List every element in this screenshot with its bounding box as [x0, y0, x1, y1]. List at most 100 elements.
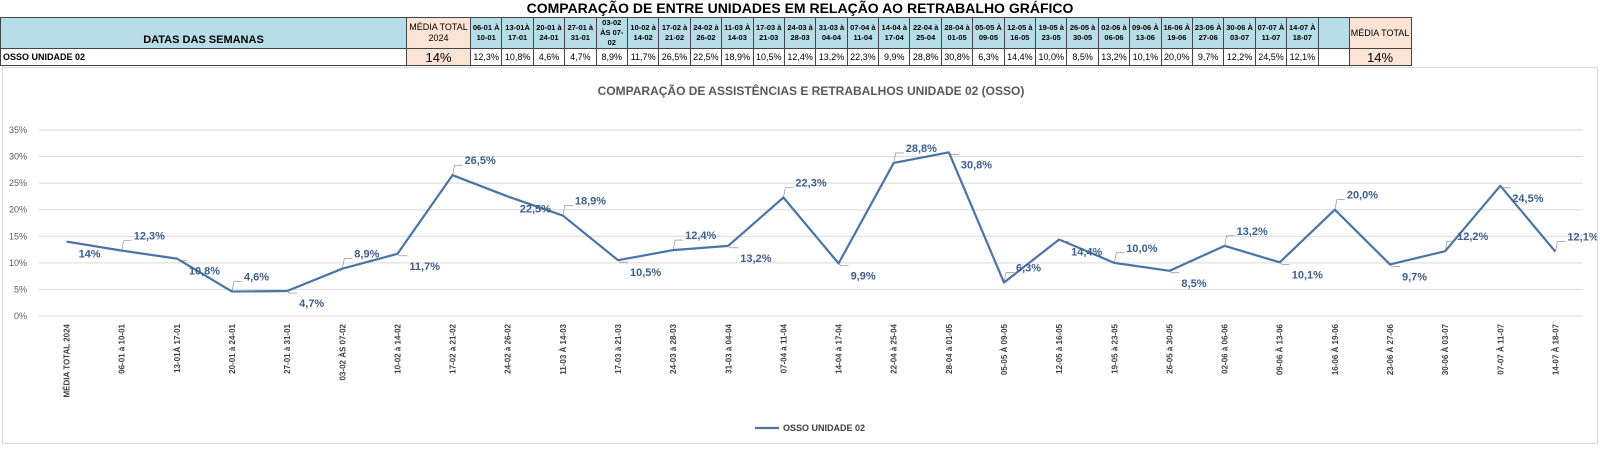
header-week-cell: 23-06 À 27-06	[1191, 17, 1225, 49]
data-label: 10,8%	[189, 266, 220, 278]
y-tick-label: 25%	[9, 178, 27, 188]
chart-title: COMPARAÇÃO DE ASSISTÊNCIAS E RETRABALHOS…	[598, 83, 1025, 98]
y-tick-label: 20%	[9, 205, 27, 215]
x-tick-label: 05-05 À 09-05	[1000, 323, 1009, 375]
x-tick-label: 16-06 À 19-06	[1331, 323, 1340, 375]
row-value-cell: 10,1%	[1129, 48, 1162, 66]
leader-line	[397, 253, 408, 257]
row-value-cell: 26,5%	[658, 48, 691, 66]
row-gap-cell	[1317, 48, 1350, 66]
leader-line	[286, 290, 298, 294]
row-value-cell: 6,3%	[972, 48, 1005, 66]
leader-line	[507, 196, 518, 199]
leader-line	[838, 263, 849, 266]
header-week-cell: 24-02 à 26-02	[689, 17, 723, 49]
data-label: 4,6%	[244, 272, 269, 284]
y-tick-label: 30%	[9, 152, 27, 162]
data-label: 14%	[79, 249, 101, 261]
y-tick-label: 0%	[14, 311, 27, 321]
header-week-cell: 10-02 à 14-02	[626, 17, 660, 49]
row-label: OSSO UNIDADE 02	[0, 48, 407, 66]
row-value-cell: 12,4%	[783, 48, 817, 66]
data-label: 12,1%	[1567, 232, 1597, 244]
header-week-cell: 30-06 À 03-07	[1223, 17, 1256, 49]
leader-line	[1003, 272, 1014, 283]
header-media-total: MÉDIA TOTAL	[1348, 17, 1412, 49]
row-value-cell: 22,5%	[689, 48, 723, 66]
x-tick-label: 28-04 à 01-05	[945, 323, 954, 373]
row-value-cell: 8,5%	[1066, 48, 1099, 66]
header-week-cell: 17-02 à 21-02	[658, 17, 691, 49]
x-tick-label: 12-05 à 16-05	[1055, 323, 1064, 373]
table-header-row: DATAS DAS SEMANAS MÉDIA TOTAL 2024 06-01 À…	[0, 17, 1412, 49]
data-label: 22,5%	[520, 203, 551, 215]
row-value-cell: 12,2%	[1223, 48, 1256, 66]
header-week-cell: 12-05 à 16-05	[1003, 17, 1037, 49]
x-tick-label: 19-05 à 23-05	[1110, 323, 1119, 373]
data-label: 12,3%	[134, 231, 165, 243]
row-value-cell: 9,9%	[878, 48, 911, 66]
legend-label: OSSO UNIDADE 02	[783, 423, 865, 433]
row-media-total: 14%	[1348, 48, 1412, 66]
header-media-2024: MÉDIA TOTAL 2024	[406, 17, 471, 49]
table-data-row: OSSO UNIDADE 02 14% 12,3% 10,8% 4,6% 4,7% 8,9%…	[0, 48, 1412, 66]
data-label: 9,7%	[1402, 271, 1427, 283]
row-value-cell: 12,3%	[469, 48, 503, 66]
header-week-cell: 28-04 à 01-05	[940, 17, 974, 49]
row-value-cell: 22,3%	[846, 48, 880, 66]
header-week-cell: 05-05 À 09-05	[972, 17, 1005, 49]
x-tick-label: 22-04 à 25-04	[890, 323, 899, 373]
data-label: 12,2%	[1457, 231, 1488, 243]
x-tick-label: MÉDIA TOTAL 2024	[63, 323, 72, 397]
leader-line	[1389, 264, 1400, 267]
row-value-cell: 10,0%	[1035, 48, 1068, 66]
y-tick-label: 35%	[9, 125, 27, 135]
line-chart: COMPARAÇÃO DE ASSISTÊNCIAS E RETRABALHOS…	[9, 83, 1597, 433]
x-tick-label: 24-03 à 28-03	[669, 323, 678, 373]
row-value-cell: 12,1%	[1286, 48, 1319, 66]
row-value-cell: 14,4%	[1003, 48, 1037, 66]
row-value-cell: 9,7%	[1191, 48, 1225, 66]
leader-line	[783, 187, 794, 198]
x-tick-label: 07-04 à 11-04	[779, 323, 788, 373]
row-value-cell: 28,8%	[909, 48, 942, 66]
x-tick-label: 14-04 à 17-04	[835, 323, 844, 373]
x-tick-label: 31-03 à 04-04	[724, 323, 733, 373]
header-week-cell: 27-01 à 31-01	[564, 17, 597, 49]
header-week-cell: 22-04 à 25-04	[909, 17, 942, 49]
x-tick-label: 09-06 À 13-06	[1276, 323, 1285, 375]
header-label-cell: DATAS DAS SEMANAS	[0, 17, 407, 49]
leader-line	[617, 259, 628, 263]
header-week-cell: 14-07 À 18-07	[1286, 17, 1319, 49]
weekly-table: DATAS DAS SEMANAS MÉDIA TOTAL 2024 06-01 À…	[0, 17, 1412, 66]
data-label: 9,9%	[851, 270, 876, 282]
header-week-cell: 13-01À 17-01	[501, 17, 534, 49]
header-week-cell: 16-06 À 19-06	[1160, 17, 1193, 49]
x-tick-label: 24-02 à 26-02	[504, 323, 513, 373]
data-label: 13,2%	[1237, 226, 1268, 238]
header-week-cell: 06-01 À 10-01	[469, 17, 503, 49]
header-week-cell: 31-03 à 04-04	[815, 17, 848, 49]
leader-line	[1500, 185, 1511, 189]
header-week-cell: 07-04 à 11-04	[846, 17, 880, 49]
data-label: 6,3%	[1016, 263, 1041, 275]
header-week-cell: 03-02 ÀS 07-02	[595, 17, 628, 49]
x-tick-label: 07-07 À 11-07	[1496, 323, 1505, 374]
header-week-cell: 17-03 à 21-03	[752, 17, 785, 49]
leader-line	[948, 152, 959, 155]
row-value-cell: 4,7%	[564, 48, 597, 66]
header-week-cell: 07-07 À 11-07	[1254, 17, 1288, 49]
x-tick-label: 23-06 À 27-06	[1386, 323, 1395, 375]
data-label: 10,1%	[1292, 269, 1323, 281]
row-value-cell: 10,5%	[752, 48, 785, 66]
page-title: COMPARAÇÃO DE ENTRE UNIDADES EM RELAÇÃO …	[526, 0, 1074, 16]
leader-line	[176, 258, 187, 261]
data-label: 26,5%	[465, 155, 496, 167]
header-week-cell: 20-01 à 24-01	[532, 17, 566, 49]
data-label: 30,8%	[961, 159, 992, 171]
header-week-cell: 26-05 à 30-05	[1066, 17, 1099, 49]
leader-line	[121, 240, 132, 251]
leader-line	[341, 258, 353, 269]
data-label: 4,7%	[299, 298, 324, 310]
data-label: 8,9%	[354, 249, 379, 261]
